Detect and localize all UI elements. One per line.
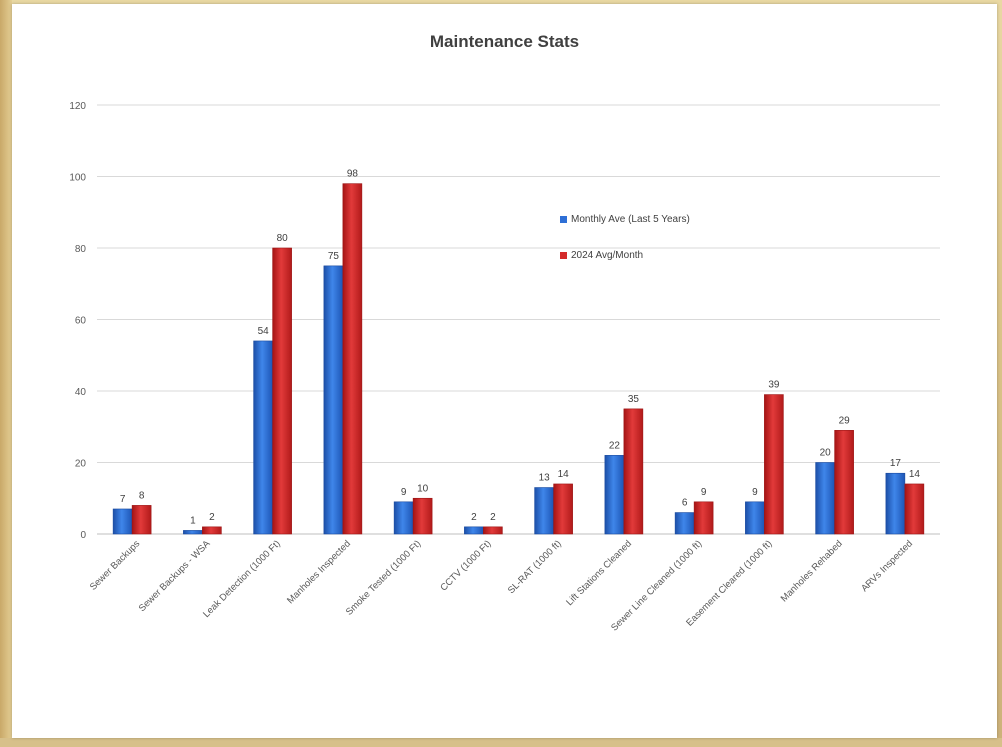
data-label: 17 bbox=[890, 458, 902, 469]
legend-item-series-1: Monthly Ave (Last 5 Years) bbox=[560, 201, 690, 237]
data-label: 14 bbox=[909, 469, 921, 480]
data-label: 39 bbox=[768, 380, 780, 391]
x-tick-label: Sewer Backups - WSA bbox=[137, 538, 213, 614]
data-label: 10 bbox=[417, 483, 429, 494]
legend-label-series-2: 2024 Avg/Month bbox=[571, 249, 644, 261]
bar-monthly-ave-11 bbox=[885, 472, 906, 535]
data-label: 7 bbox=[120, 494, 126, 505]
bar-monthly-ave-6 bbox=[534, 487, 554, 535]
bar-monthly-ave-4 bbox=[393, 501, 414, 535]
bar-monthly-ave-8 bbox=[674, 512, 695, 535]
bar-2024-avg-1 bbox=[202, 526, 222, 535]
data-label: 9 bbox=[752, 487, 758, 498]
gridlines bbox=[97, 104, 940, 535]
legend-swatch-series-2 bbox=[560, 251, 567, 259]
legend-item-series-2: 2024 Avg/Month bbox=[560, 237, 690, 273]
x-tick-label: Manholes Rehabed bbox=[779, 538, 845, 604]
y-tick-label: 80 bbox=[75, 244, 87, 255]
data-label: 2 bbox=[471, 512, 477, 523]
data-label: 13 bbox=[539, 473, 551, 484]
data-label: 2 bbox=[490, 512, 496, 523]
legend: Monthly Ave (Last 5 Years) 2024 Avg/Mont… bbox=[560, 201, 690, 273]
bar-monthly-ave-2 bbox=[253, 340, 273, 535]
y-tick-label: 60 bbox=[75, 316, 87, 327]
data-label: 9 bbox=[701, 487, 707, 498]
bar-2024-avg-8 bbox=[693, 501, 714, 535]
data-label: 35 bbox=[628, 394, 640, 405]
data-label: 75 bbox=[328, 251, 340, 262]
background-bottom-edge bbox=[0, 738, 1002, 747]
data-label: 6 bbox=[682, 498, 688, 509]
bar-2024-avg-6 bbox=[553, 483, 573, 535]
data-label: 54 bbox=[258, 326, 270, 337]
x-tick-label: Manholes Inspected bbox=[285, 538, 353, 606]
legend-swatch-series-1 bbox=[560, 215, 567, 223]
bar-2024-avg-11 bbox=[904, 483, 925, 535]
bar-2024-avg-5 bbox=[483, 526, 503, 535]
bar-monthly-ave-0 bbox=[112, 508, 133, 535]
x-tick-label: Smoke Tested (1000 Ft) bbox=[344, 538, 423, 617]
x-tick-label: SL-RAT (1000 ft) bbox=[506, 538, 564, 596]
bar-2024-avg-4 bbox=[412, 497, 433, 535]
y-tick-label: 0 bbox=[80, 530, 86, 541]
y-tick-label: 120 bbox=[69, 101, 86, 112]
bar-2024-avg-7 bbox=[623, 408, 644, 535]
data-label: 9 bbox=[401, 487, 407, 498]
bar-2024-avg-0 bbox=[131, 505, 152, 535]
data-label: 1 bbox=[190, 515, 196, 526]
bar-monthly-ave-1 bbox=[183, 530, 203, 535]
bar-2024-avg-3 bbox=[342, 183, 363, 535]
data-label: 98 bbox=[347, 169, 359, 180]
x-tick-label: Leak Detection (1000 Ft) bbox=[201, 538, 283, 620]
bar-monthly-ave-10 bbox=[815, 462, 835, 535]
chart-slide: Maintenance Stats 0 20 40 60 80 100 120 7 8 1 2 54… bbox=[12, 4, 997, 738]
chart-title: Maintenance Stats bbox=[429, 32, 580, 51]
x-tick-label: CCTV (1000 Ft) bbox=[438, 538, 493, 593]
y-tick-label: 40 bbox=[75, 387, 87, 398]
bar-monthly-ave-5 bbox=[464, 526, 484, 535]
bar-monthly-ave-3 bbox=[323, 265, 344, 535]
bar-2024-avg-10 bbox=[834, 430, 854, 535]
data-label: 20 bbox=[820, 448, 832, 459]
data-label: 29 bbox=[839, 415, 851, 426]
x-tick-label: Sewer Backups bbox=[88, 538, 143, 593]
bar-monthly-ave-7 bbox=[604, 455, 625, 535]
y-tick-label: 20 bbox=[75, 459, 87, 470]
data-label: 80 bbox=[277, 233, 289, 244]
data-label: 8 bbox=[139, 490, 145, 501]
bar-2024-avg-2 bbox=[272, 247, 292, 535]
y-axis-ticks: 0 20 40 60 80 100 120 bbox=[69, 101, 86, 541]
data-label: 2 bbox=[209, 512, 215, 523]
data-label: 14 bbox=[558, 469, 570, 480]
legend-label-series-1: Monthly Ave (Last 5 Years) bbox=[571, 213, 690, 225]
x-tick-label: Lift Stations Cleaned bbox=[564, 538, 634, 608]
x-tick-label: ARVs Inspected bbox=[859, 538, 915, 594]
bars bbox=[112, 183, 925, 535]
y-tick-label: 100 bbox=[69, 173, 86, 184]
data-label: 22 bbox=[609, 440, 621, 451]
background-left-edge bbox=[0, 0, 12, 747]
bar-monthly-ave-9 bbox=[745, 501, 765, 535]
bar-2024-avg-9 bbox=[764, 394, 784, 535]
